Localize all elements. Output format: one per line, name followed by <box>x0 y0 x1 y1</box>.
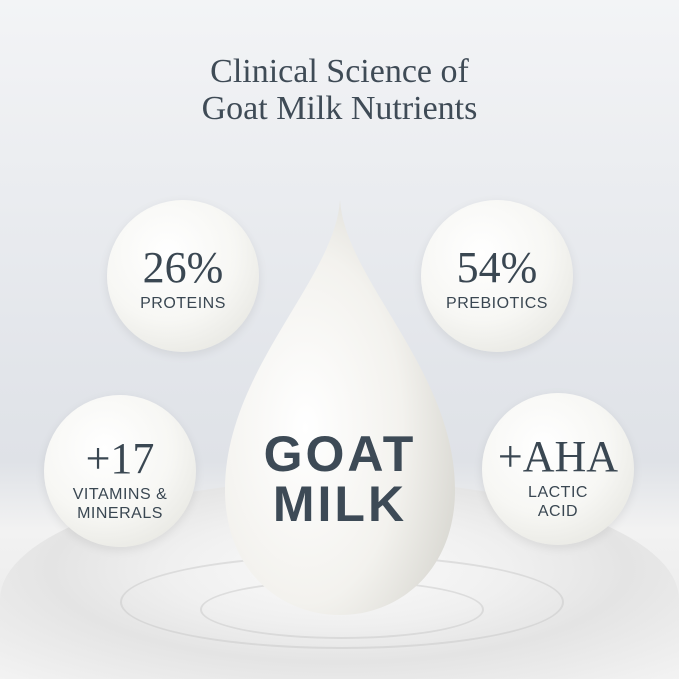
bubble-value: 26% <box>142 243 224 292</box>
bubble-label: VITAMINS & <box>72 486 168 503</box>
bubble-proteins: 26% PROTEINS <box>107 200 259 352</box>
title-line-1: Clinical Science of <box>210 53 469 90</box>
bubble-prebiotics: 54% PREBIOTICS <box>421 200 573 352</box>
bubble-label: ACID <box>537 503 579 520</box>
bubble-aha: +AHA LACTIC ACID <box>482 393 634 545</box>
drop-label-milk: MILK <box>272 476 408 532</box>
bubble-label: MINERALS <box>77 505 163 522</box>
bubble-value: +AHA <box>497 432 619 481</box>
drop-label-goat: GOAT <box>263 426 417 482</box>
title-line-2: Goat Milk Nutrients <box>201 90 478 127</box>
bubble-label: PREBIOTICS <box>446 295 548 312</box>
bubble-value: +17 <box>85 434 155 483</box>
bubble-label: LACTIC <box>528 484 588 501</box>
bubble-vitamins: +17 VITAMINS & MINERALS <box>44 395 196 547</box>
bubble-label: PROTEINS <box>140 295 226 312</box>
bubble-value: 54% <box>456 243 538 292</box>
